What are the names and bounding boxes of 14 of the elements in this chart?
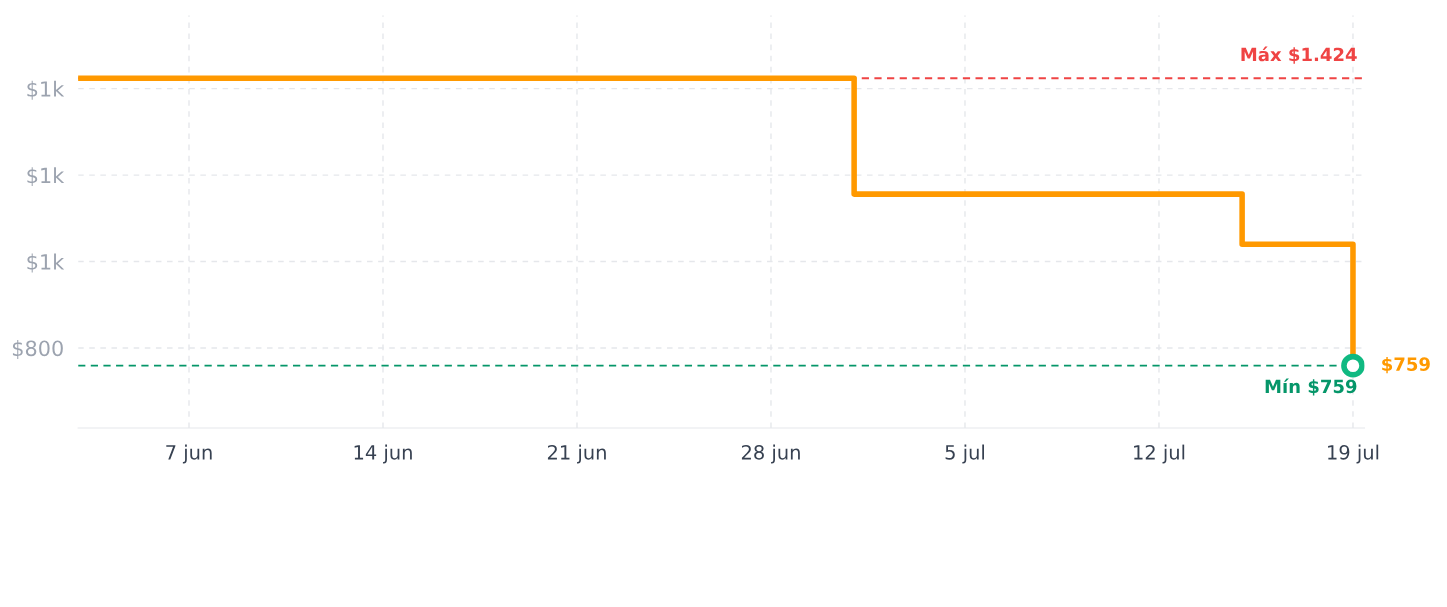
x-tick-label: 7 jun xyxy=(166,444,212,464)
y-tick-label: $1k xyxy=(27,167,65,187)
ref-line-label: Máx $1.424 xyxy=(1241,46,1357,64)
annotation: $759 xyxy=(1382,356,1430,374)
y-tick-label: $1k xyxy=(27,80,65,100)
ref-line-label: Mín $759 xyxy=(1265,378,1357,396)
x-tick-label: 28 jun xyxy=(741,444,800,464)
y-tick-label: $1k xyxy=(27,253,65,273)
x-tick-label: 21 jun xyxy=(547,444,606,464)
x-tick-label: 19 jul xyxy=(1328,444,1379,464)
x-tick-label: 5 jul xyxy=(945,444,984,464)
x-tick-label: 14 jun xyxy=(354,444,412,464)
x-tick-label: 12 jul xyxy=(1134,444,1185,464)
y-tick-label: $800 xyxy=(12,340,63,359)
